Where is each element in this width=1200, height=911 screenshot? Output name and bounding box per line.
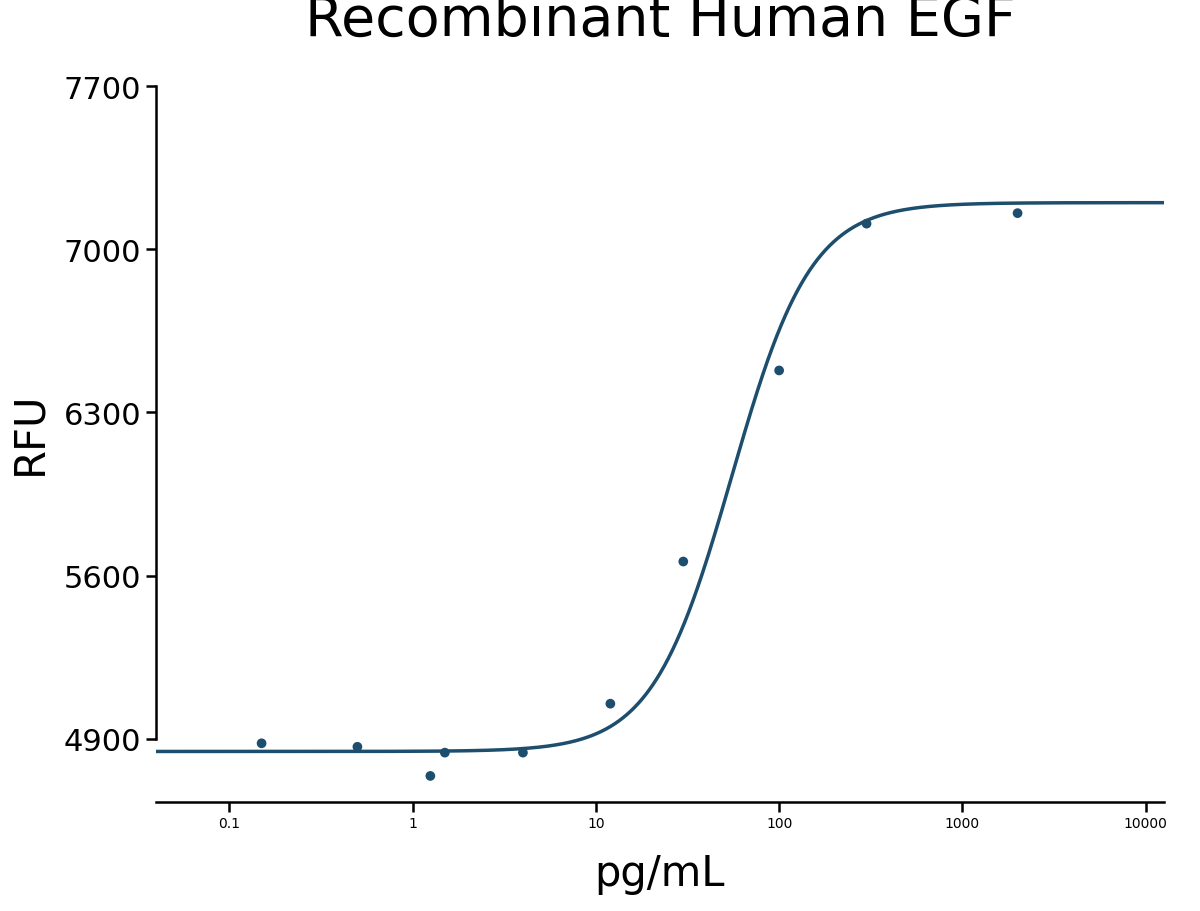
Point xyxy=(252,736,271,751)
Point xyxy=(601,697,620,711)
Point xyxy=(769,363,788,378)
Y-axis label: RFU: RFU xyxy=(8,391,50,475)
Point xyxy=(673,555,692,569)
Point xyxy=(514,745,533,760)
Title: Recombinant Human EGF: Recombinant Human EGF xyxy=(305,0,1015,48)
Point xyxy=(1008,207,1027,221)
Point xyxy=(857,217,876,231)
X-axis label: pg/mL: pg/mL xyxy=(595,853,725,895)
Point xyxy=(436,745,455,760)
Point xyxy=(348,740,367,754)
Point xyxy=(421,769,440,783)
